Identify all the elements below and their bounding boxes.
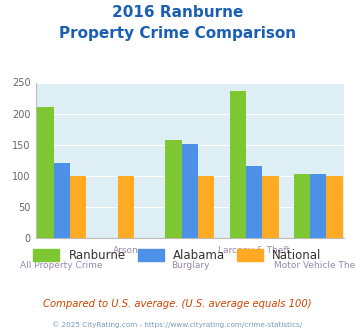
Text: 2016 Ranburne: 2016 Ranburne <box>112 5 243 20</box>
Bar <box>246 166 262 238</box>
Bar <box>54 163 70 238</box>
Bar <box>118 176 134 238</box>
Bar <box>165 140 182 238</box>
Text: Larceny & Theft: Larceny & Theft <box>218 246 290 255</box>
Text: Arson: Arson <box>113 246 139 255</box>
Bar <box>230 90 246 238</box>
Text: Motor Vehicle Theft: Motor Vehicle Theft <box>274 261 355 270</box>
Bar <box>326 176 343 238</box>
Bar <box>262 176 279 238</box>
Bar <box>70 176 86 238</box>
Legend: Ranburne, Alabama, National: Ranburne, Alabama, National <box>28 244 327 266</box>
Text: All Property Crime: All Property Crime <box>21 261 103 270</box>
Text: Property Crime Comparison: Property Crime Comparison <box>59 26 296 41</box>
Bar <box>198 176 214 238</box>
Text: Burglary: Burglary <box>171 261 209 270</box>
Text: Compared to U.S. average. (U.S. average equals 100): Compared to U.S. average. (U.S. average … <box>43 299 312 309</box>
Bar <box>37 107 54 238</box>
Bar <box>182 144 198 238</box>
Bar <box>310 174 326 238</box>
Text: © 2025 CityRating.com - https://www.cityrating.com/crime-statistics/: © 2025 CityRating.com - https://www.city… <box>53 322 302 328</box>
Bar <box>294 174 310 238</box>
